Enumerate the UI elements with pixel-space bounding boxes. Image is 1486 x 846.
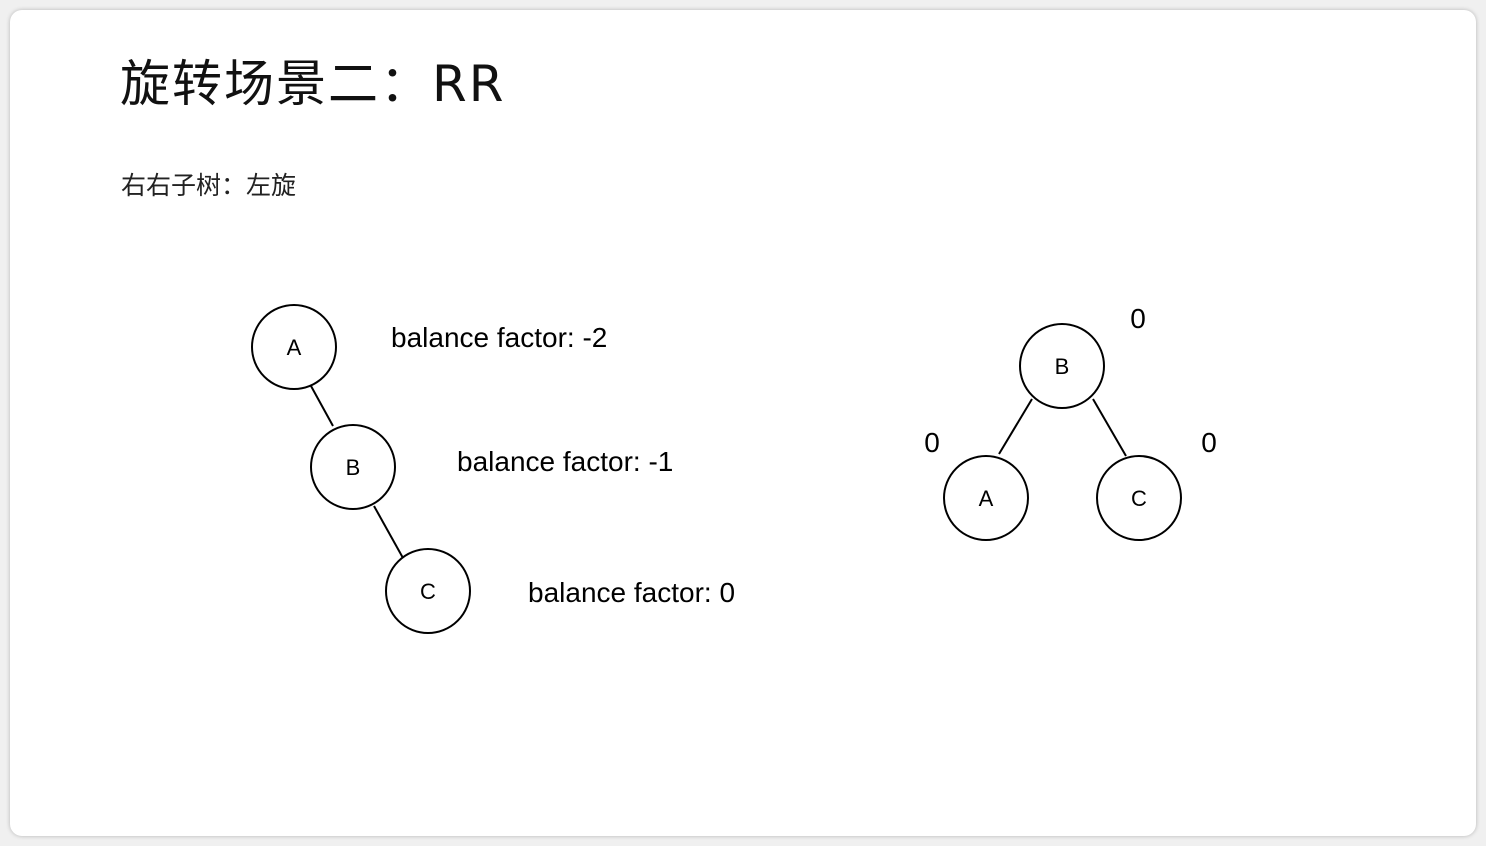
after-edge-b-c: [1092, 398, 1127, 457]
after-factor-c: 0: [1201, 427, 1217, 458]
before-node-c: C: [385, 548, 471, 634]
before-node-a-label: A: [287, 335, 302, 360]
before-edge-b-c: [373, 505, 404, 559]
after-node-c: C: [1096, 455, 1182, 541]
before-node-b: B: [310, 424, 396, 510]
after-node-b: B: [1019, 323, 1105, 409]
after-factor-a: 0: [924, 427, 940, 458]
before-node-a: A: [251, 304, 337, 390]
avl-rotation-diagram: A B C balance factor: -2 balance factor:…: [251, 303, 1217, 634]
after-node-a-label: A: [979, 486, 994, 511]
after-node-b-label: B: [1055, 354, 1070, 379]
before-factor-b: balance factor: -1: [457, 446, 673, 477]
before-tree: A B C balance factor: -2 balance factor:…: [251, 304, 735, 634]
before-node-c-label: C: [420, 579, 436, 604]
after-edge-b-a: [998, 398, 1033, 455]
before-factor-c: balance factor: 0: [528, 577, 735, 608]
before-node-b-label: B: [346, 455, 361, 480]
after-node-c-label: C: [1131, 486, 1147, 511]
before-edge-a-b: [310, 385, 334, 427]
after-tree: B A C 0 0 0: [924, 303, 1217, 541]
after-node-a: A: [943, 455, 1029, 541]
slide: 旋转场景二：RR 右右子树：左旋 A B C balance factor: -…: [10, 10, 1476, 836]
before-factor-a: balance factor: -2: [391, 322, 607, 353]
slide-subtitle: 右右子树：左旋: [121, 171, 297, 200]
slide-title: 旋转场景二：RR: [120, 55, 506, 113]
after-factor-b: 0: [1130, 303, 1146, 334]
